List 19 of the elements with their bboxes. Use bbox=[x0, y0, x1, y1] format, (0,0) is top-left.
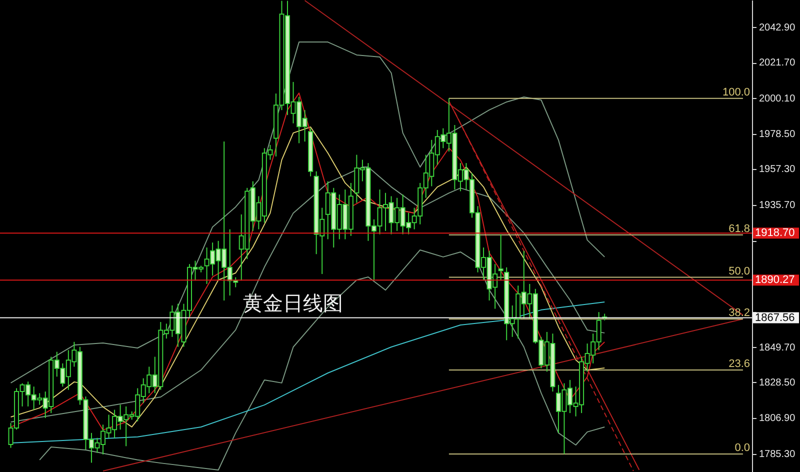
annotation: 61.8 bbox=[728, 222, 750, 235]
y-tick-label: 2000.10 bbox=[759, 93, 796, 104]
y-tick-label: 1785.30 bbox=[759, 448, 796, 460]
y-tick-label: 1935.70 bbox=[759, 200, 796, 211]
y-tick-label: 2042.90 bbox=[759, 22, 796, 34]
y-tick-label: 1849.70 bbox=[759, 342, 796, 354]
annotation: 100.0 bbox=[722, 86, 750, 98]
ref-line-label: 1918.70 bbox=[755, 227, 795, 240]
annotation: 23.6 bbox=[728, 358, 750, 370]
annotation: 38.2 bbox=[728, 307, 750, 320]
y-tick-label: 1806.90 bbox=[759, 413, 796, 424]
y-tick-label: 1957.30 bbox=[759, 164, 796, 176]
annotation: 50.0 bbox=[728, 265, 750, 278]
y-tick-label: 1828.50 bbox=[759, 377, 796, 388]
y-tick-label: 1978.50 bbox=[759, 129, 796, 140]
annotation: 0.0 bbox=[734, 442, 750, 454]
ref-line-label: 1867.56 bbox=[755, 312, 795, 324]
y-tick-label: 2021.70 bbox=[759, 58, 796, 69]
ref-line-label: 1890.27 bbox=[755, 274, 795, 286]
